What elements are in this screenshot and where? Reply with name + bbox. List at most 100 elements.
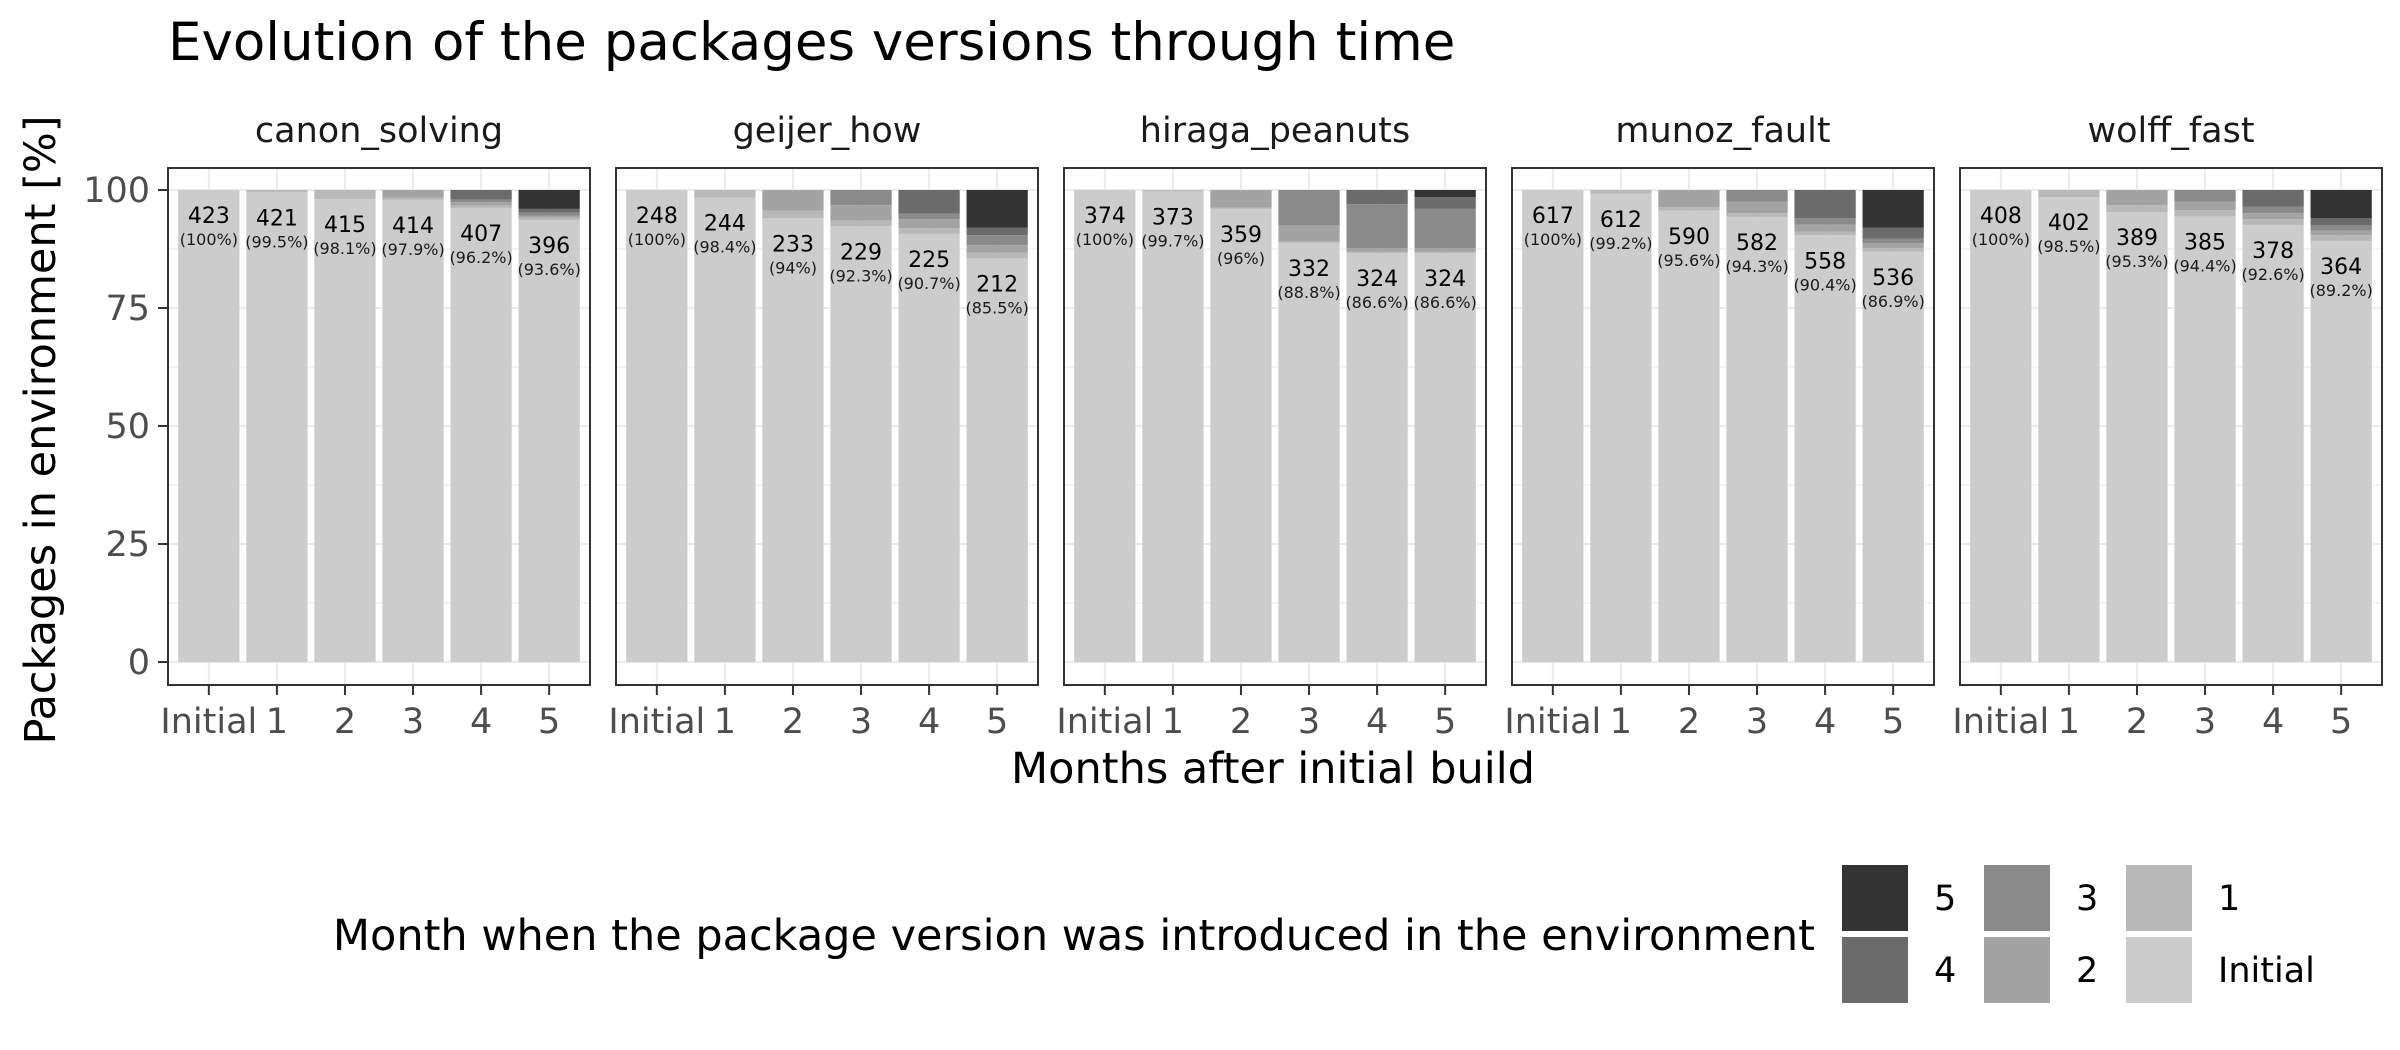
bar-percent-label: (99.5%) — [245, 232, 308, 251]
y-tick-label: 100 — [83, 171, 150, 211]
x-tick-label: 3 — [1298, 702, 1320, 742]
bar-percent-label: (100%) — [628, 230, 686, 249]
bar-count-label: 248 — [636, 204, 678, 229]
bar-segment-2-Initial — [314, 198, 376, 662]
bar-count-label: 385 — [2184, 230, 2226, 255]
bar-count-label: 229 — [840, 240, 882, 265]
x-tick-label: 5 — [1434, 702, 1456, 742]
legend-label-4: 4 — [1934, 951, 1956, 991]
x-tick-label: 3 — [1746, 702, 1768, 742]
bar-segment-5-3 — [2310, 225, 2372, 231]
legend-key-1 — [2126, 865, 2192, 931]
x-tick-label: Initial — [1952, 702, 2049, 742]
bar-segment-4-Initial — [450, 207, 512, 662]
bar-percent-label: (86.6%) — [1414, 293, 1477, 312]
bar-count-label: 364 — [2320, 255, 2362, 280]
bar-segment-3-Initial — [1278, 242, 1340, 662]
bar-segment-3-1 — [2174, 210, 2236, 217]
bar-percent-label: (99.2%) — [1589, 234, 1652, 253]
bar-segment-2-Initial — [762, 218, 824, 662]
bar-segment-4-4 — [898, 190, 960, 214]
bar-percent-label: (94.4%) — [2173, 256, 2236, 275]
x-tick-label: 2 — [1230, 702, 1252, 742]
bar-segment-5-2 — [2310, 230, 2372, 236]
bar-segment-3-1 — [382, 197, 444, 200]
panel-border — [167, 167, 591, 686]
bar-count-label: 558 — [1804, 249, 1846, 274]
bar-segment-2-2 — [1210, 190, 1272, 208]
bar-segment-5-3 — [1862, 238, 1924, 244]
legend-key-Initial — [2126, 937, 2192, 1003]
bar-count-label: 407 — [460, 222, 502, 247]
bar-segment-5-2 — [1862, 243, 1924, 249]
legend: Month when the package version was intro… — [333, 865, 2315, 1003]
y-axis-title: Packages in environment [%] — [16, 115, 66, 744]
x-tick-label: 2 — [1678, 702, 1700, 742]
bar-segment-5-5 — [966, 190, 1028, 228]
bar-percent-label: (98.4%) — [693, 238, 756, 257]
bar-segment-5-1 — [518, 217, 580, 221]
bar-percent-label: (95.3%) — [2105, 252, 2168, 271]
legend-key-2 — [1984, 937, 2050, 1003]
y-tick-label: 50 — [105, 407, 150, 447]
bar-segment-3-3 — [830, 190, 892, 206]
bar-segment-4-2 — [1346, 248, 1408, 252]
bar-segment-4-3 — [898, 213, 960, 220]
bar-segment-4-1 — [450, 205, 512, 208]
x-tick-label: 4 — [918, 702, 940, 742]
bar-segment-5-4 — [518, 208, 580, 213]
bar-segment-3-Initial — [2174, 216, 2236, 662]
bar-percent-label: (92.3%) — [829, 266, 892, 285]
x-tick-label: 2 — [782, 702, 804, 742]
bar-segment-5-Initial — [966, 258, 1028, 662]
bar-count-label: 374 — [1084, 204, 1126, 229]
bar-segment-2-1 — [1658, 206, 1720, 211]
y-tick-label: 75 — [105, 289, 150, 329]
bar-segment-3-Initial — [1726, 216, 1788, 663]
bar-percent-label: (92.6%) — [2241, 265, 2304, 284]
bar-segment-1-Initial — [1142, 191, 1204, 662]
bar-segment-4-1 — [1346, 251, 1408, 254]
facet-strip-label: canon_solving — [255, 111, 503, 151]
bar-segment-4-Initial — [1794, 235, 1856, 662]
bar-segment-2-Initial — [2106, 212, 2168, 662]
facet-panel-wolff_fast: wolff_fast 408(100%) 402(98.5%) 389(95.3%) 3… — [1952, 111, 2383, 742]
bar-count-label: 244 — [704, 212, 746, 237]
legend-label-1: 1 — [2218, 879, 2240, 919]
bar-segment-4-4 — [2242, 190, 2304, 207]
legend-label-3: 3 — [2076, 879, 2098, 919]
bar-segment-1-1 — [1142, 190, 1204, 192]
bar-segment-3-1 — [1726, 213, 1788, 217]
bar-segment-5-5 — [1862, 190, 1924, 228]
bar-segment-2-Initial — [1658, 210, 1720, 662]
facet-strip-label: hiraga_peanuts — [1140, 111, 1410, 151]
facet-panel-hiraga_peanuts: hiraga_peanuts 374(100%) 373(99.7%) 359(96%… — [1056, 111, 1487, 742]
bar-percent-label: (98.1%) — [313, 239, 376, 258]
bar-segment-5-Initial — [518, 220, 580, 662]
bar-segment-5-1 — [966, 252, 1028, 259]
panel-border — [1511, 167, 1935, 686]
x-tick-label: 1 — [2058, 702, 2080, 742]
bar-segment-2-2 — [762, 190, 824, 211]
bar-percent-label: (99.7%) — [1141, 231, 1204, 250]
facet-panel-geijer_how: geijer_how 248(100%) 244(98.4%) 233(94%) 229… — [608, 111, 1039, 742]
bar-percent-label: (85.5%) — [966, 298, 1029, 317]
bar-segment-4-2 — [1794, 224, 1856, 232]
bar-segment-5-Initial — [1862, 251, 1924, 662]
bar-percent-label: (100%) — [180, 230, 238, 249]
bar-percent-label: (98.5%) — [2037, 237, 2100, 256]
bar-percent-label: (95.6%) — [1657, 251, 1720, 270]
x-tick-label: 4 — [1814, 702, 1836, 742]
panel-border — [615, 167, 1039, 686]
bar-segment-4-Initial — [1346, 253, 1408, 663]
x-axis-title: Months after initial build — [1011, 744, 1535, 794]
bar-segment-2-1 — [314, 190, 376, 199]
bar-segment-5-1 — [1414, 251, 1476, 254]
bar-segment-4-1 — [1794, 231, 1856, 236]
x-tick-label: 3 — [2194, 702, 2216, 742]
bar-segment-5-Initial — [2310, 240, 2372, 662]
bar-count-label: 332 — [1288, 257, 1330, 282]
x-tick-label: 3 — [850, 702, 872, 742]
bar-segment-2-2 — [1658, 190, 1720, 207]
bar-segment-1-Initial — [694, 197, 756, 662]
